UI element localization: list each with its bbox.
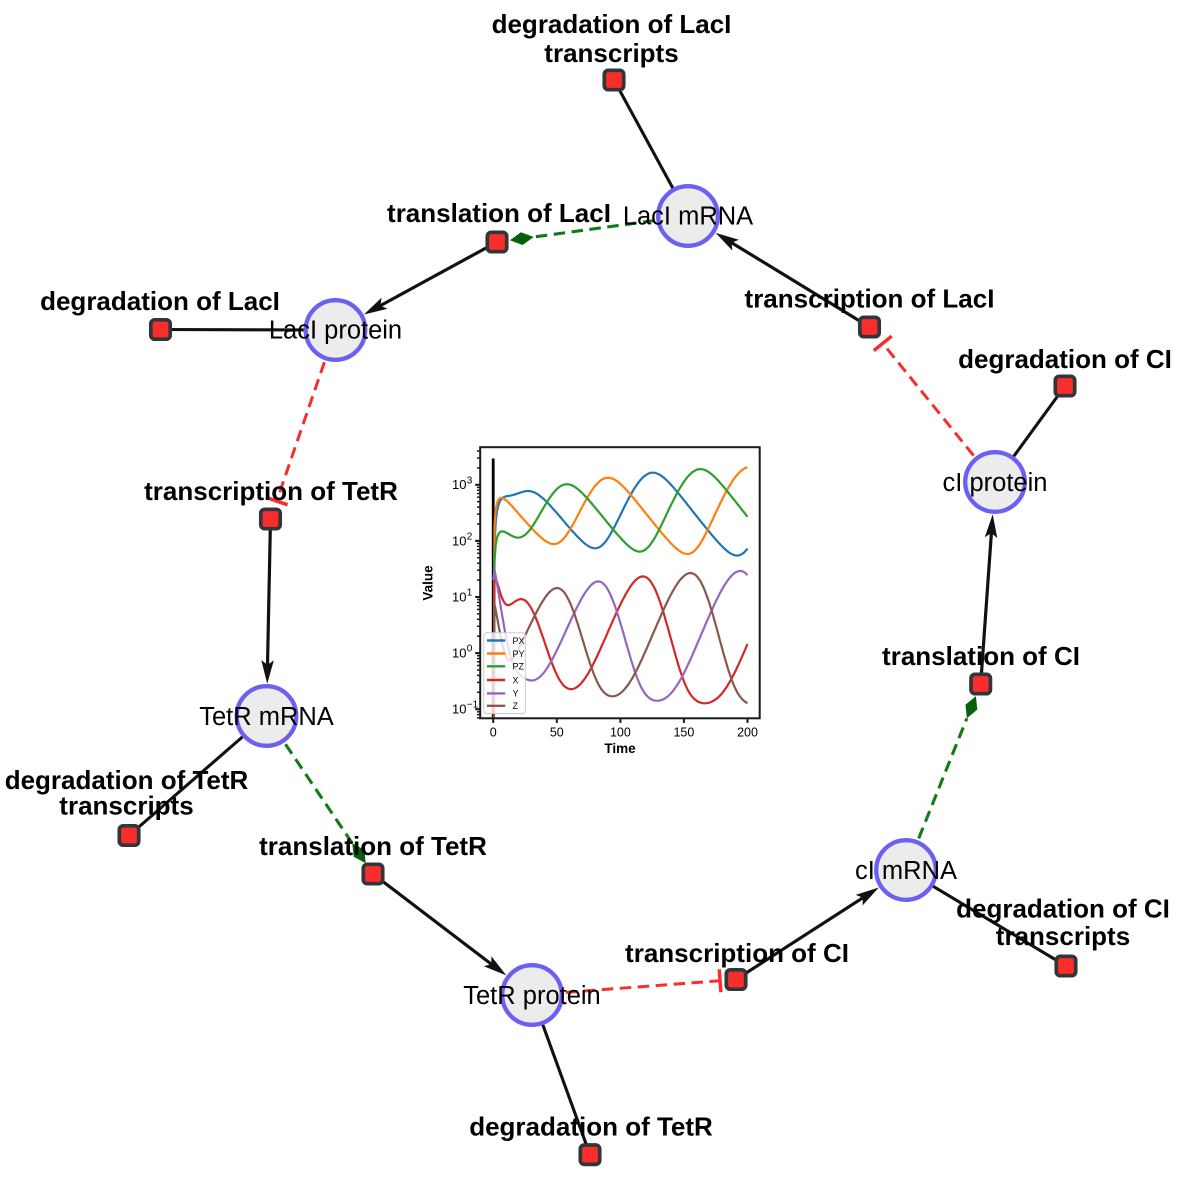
svg-text:LacI protein: LacI protein [269,317,402,345]
svg-text:Z: Z [513,701,519,711]
svg-text:degradation of CI: degradation of CI [958,344,1172,374]
svg-text:150: 150 [673,726,694,740]
svg-text:transcripts: transcripts [996,921,1130,951]
svg-text:TetR mRNA: TetR mRNA [199,703,334,731]
svg-text:3: 3 [467,475,473,486]
svg-text:transcripts: transcripts [544,38,678,68]
svg-text:100: 100 [610,726,631,740]
svg-text:1: 1 [467,588,473,599]
svg-text:TetR protein: TetR protein [463,982,601,1010]
svg-text:transcription of CI: transcription of CI [625,938,849,968]
svg-text:10: 10 [452,533,466,548]
svg-text:transcription of TetR: transcription of TetR [144,476,398,506]
svg-text:2: 2 [467,531,473,542]
svg-text:10: 10 [452,477,466,492]
svg-text:0: 0 [490,726,497,740]
svg-text:PZ: PZ [513,662,525,672]
svg-text:200: 200 [737,726,758,740]
svg-text:−1: −1 [467,700,479,711]
svg-text:Y: Y [513,689,519,699]
svg-text:10: 10 [452,646,466,661]
svg-text:degradation of CI: degradation of CI [956,893,1170,923]
svg-text:translation of LacI: translation of LacI [387,198,611,228]
svg-text:Time: Time [604,741,636,756]
svg-text:PY: PY [513,649,525,659]
svg-text:degradation of TetR: degradation of TetR [469,1112,713,1142]
svg-text:transcription of LacI: transcription of LacI [745,284,995,314]
svg-text:LacI mRNA: LacI mRNA [623,203,753,231]
svg-text:Value: Value [421,565,436,601]
svg-text:degradation of LacI: degradation of LacI [492,9,732,39]
svg-text:cI protein: cI protein [943,469,1048,497]
svg-text:cI mRNA: cI mRNA [855,857,957,885]
svg-text:PX: PX [513,636,525,646]
svg-text:translation of CI: translation of CI [882,641,1080,671]
svg-text:10: 10 [452,702,466,717]
svg-text:degradation of LacI: degradation of LacI [40,286,280,316]
svg-text:10: 10 [452,589,466,604]
svg-text:degradation of TetR: degradation of TetR [5,765,249,795]
svg-text:50: 50 [550,726,564,740]
svg-text:transcripts: transcripts [59,791,193,821]
svg-text:translation of TetR: translation of TetR [259,831,487,861]
svg-text:0: 0 [467,644,473,655]
svg-text:X: X [513,675,519,685]
